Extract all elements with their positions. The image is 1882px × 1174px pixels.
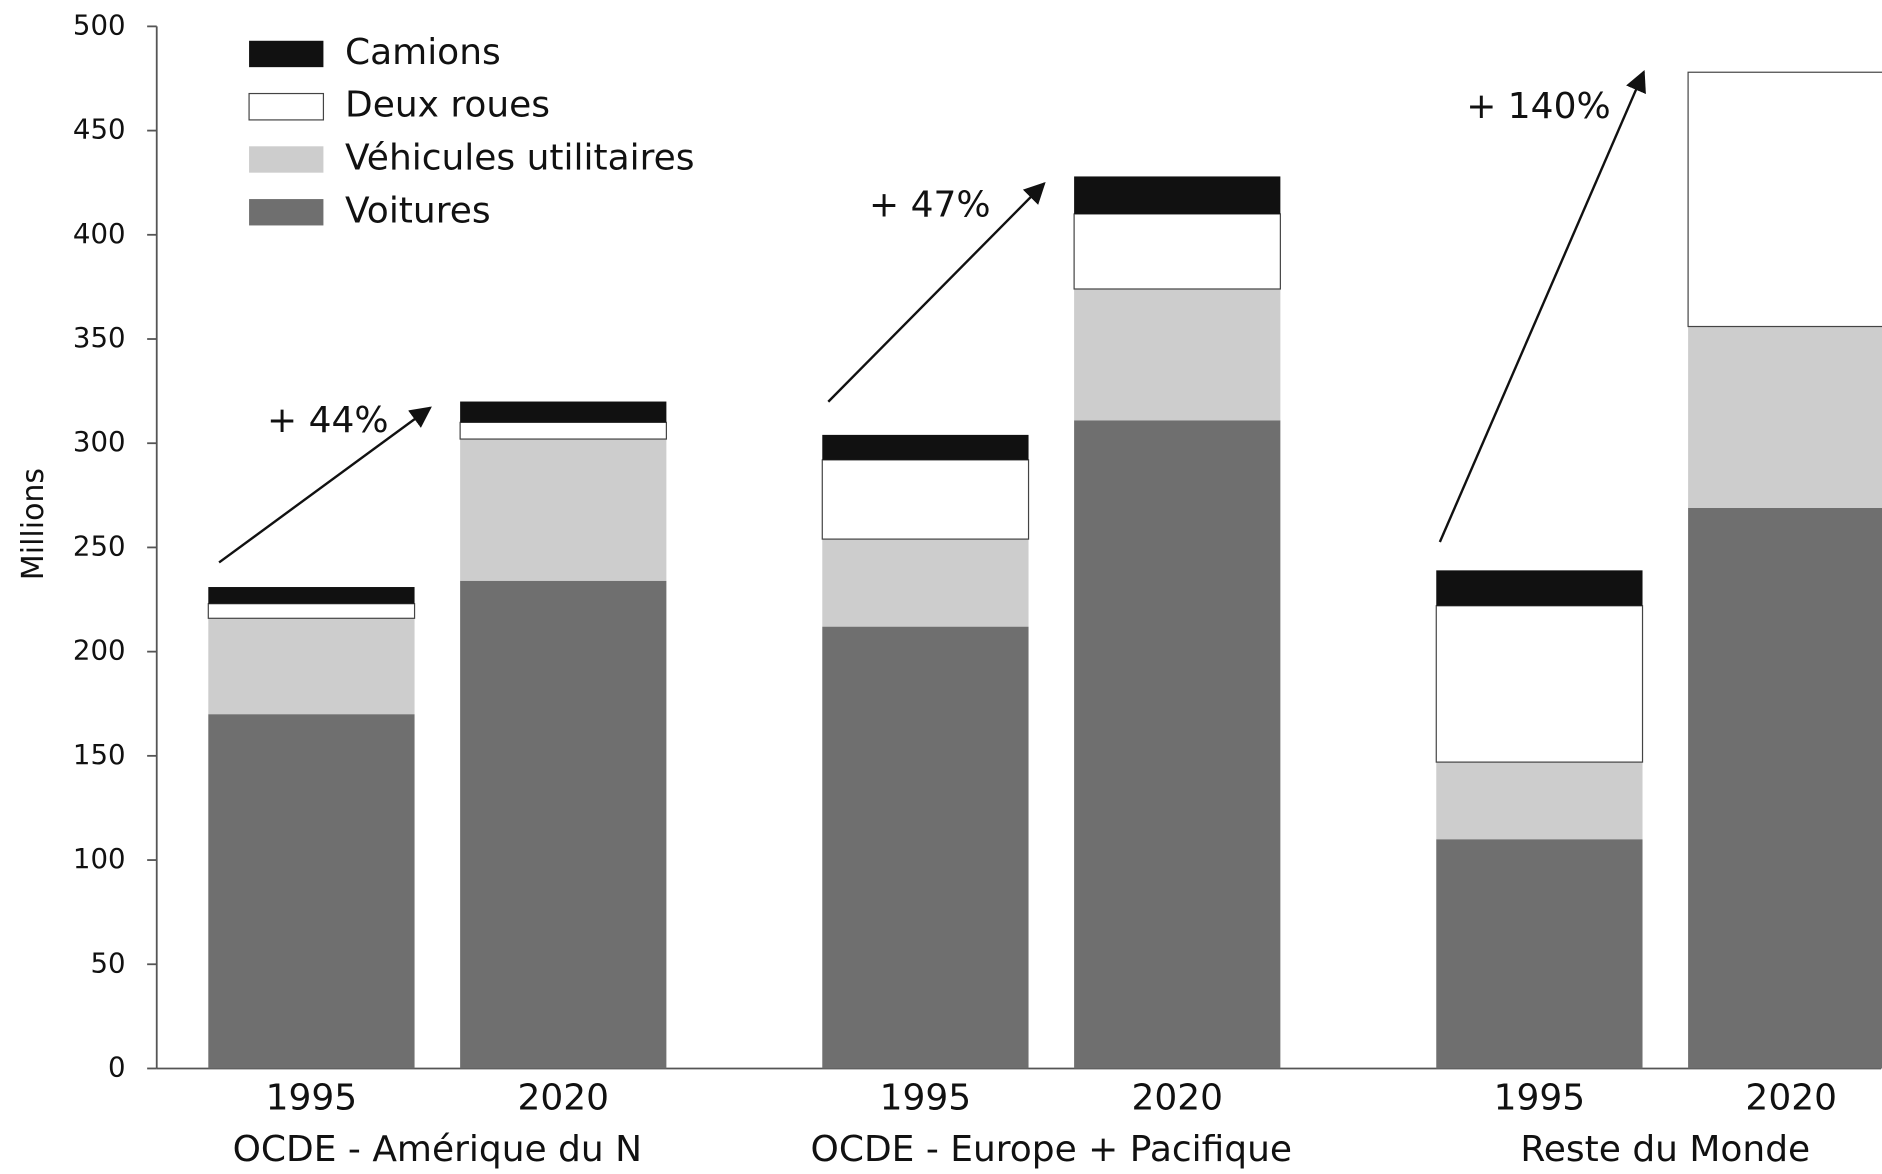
arrow xyxy=(218,406,432,564)
legend-label: Deux roues xyxy=(345,85,550,126)
bar-segment xyxy=(1688,326,1882,508)
bar-segment xyxy=(207,603,416,619)
x-tick-label: 2020 xyxy=(1131,1078,1223,1119)
y-tick-label: 150 xyxy=(73,738,126,771)
annotation: + 47% xyxy=(869,184,991,225)
y-axis-label: Millions xyxy=(16,468,51,580)
bar-segment xyxy=(208,714,415,1069)
arrow xyxy=(827,181,1046,403)
y-tick-label: 100 xyxy=(73,842,126,875)
y-tick-label: 450 xyxy=(73,113,126,146)
x-tick-label: 1995 xyxy=(266,1078,358,1119)
group-label: Reste du Monde xyxy=(1520,1129,1810,1170)
y-tick-label: 200 xyxy=(73,634,126,667)
bar-segment xyxy=(822,539,1029,627)
y-tick-label: 250 xyxy=(73,529,126,562)
legend-label: Voitures xyxy=(345,190,491,231)
bar-segment xyxy=(460,580,667,1069)
x-tick-label: 2020 xyxy=(517,1078,609,1119)
legend-swatch xyxy=(249,40,324,68)
legend-label: Véhicules utilitaires xyxy=(345,137,694,178)
arrow xyxy=(1438,69,1646,543)
bar-segment xyxy=(1073,213,1281,290)
bar-segment xyxy=(459,421,667,440)
y-tick-label: 0 xyxy=(108,1050,126,1083)
group-label: OCDE - Amérique du N xyxy=(233,1129,642,1170)
legend-swatch xyxy=(248,92,325,121)
bar-segment xyxy=(1074,288,1281,421)
bar-segment xyxy=(821,459,1030,540)
y-tick-label: 400 xyxy=(73,217,126,250)
legend-swatch xyxy=(249,199,324,226)
bar-segment xyxy=(822,434,1029,460)
x-tick-label: 1995 xyxy=(880,1078,972,1119)
legend-label: Camions xyxy=(345,32,501,73)
bar-segment xyxy=(1436,570,1643,606)
y-tick-label: 50 xyxy=(90,946,125,979)
bar-segment xyxy=(1687,71,1882,328)
bar-segment xyxy=(1074,176,1281,214)
y-tick-label: 350 xyxy=(73,321,126,354)
x-tick-label: 2020 xyxy=(1745,1078,1837,1119)
bar-segment xyxy=(1074,420,1281,1069)
annotation: + 44% xyxy=(267,400,389,441)
bar-segment xyxy=(460,439,667,581)
bar-segment xyxy=(1688,507,1882,1069)
group-label: OCDE - Europe + Pacifique xyxy=(811,1129,1292,1170)
annotation: + 140% xyxy=(1466,86,1610,127)
legend-swatch xyxy=(249,146,324,173)
x-tick-label: 1995 xyxy=(1494,1078,1586,1119)
bar-segment xyxy=(208,587,415,604)
bar-segment xyxy=(822,626,1029,1069)
bar-segment xyxy=(1436,839,1643,1069)
bar-segment xyxy=(1435,605,1644,763)
bar-segment xyxy=(1436,762,1643,840)
y-tick-label: 300 xyxy=(73,425,126,458)
bar-segment xyxy=(460,401,667,423)
bar-segment xyxy=(208,618,415,715)
y-tick-label: 500 xyxy=(73,8,126,41)
